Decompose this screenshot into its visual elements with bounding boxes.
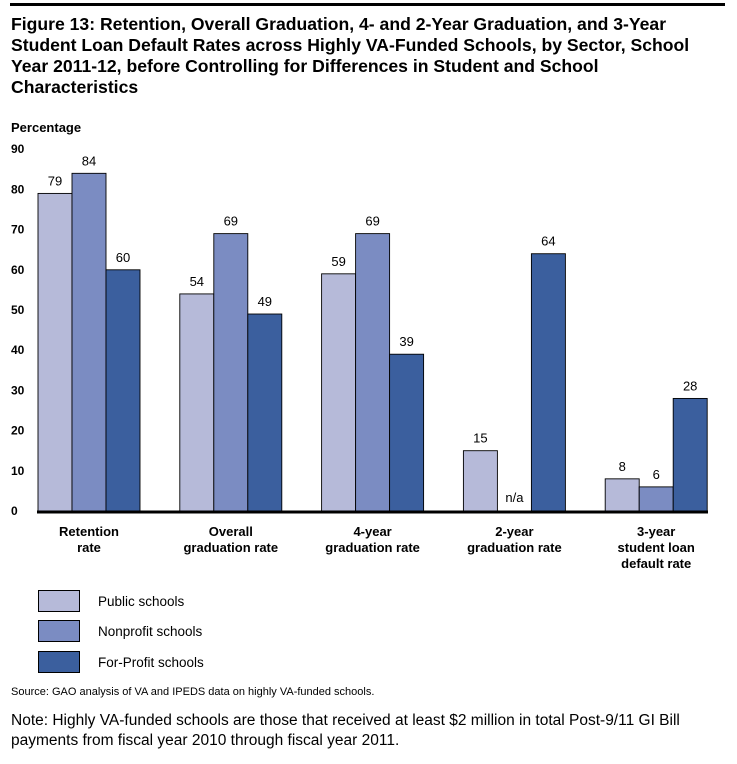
y-tick-label-10: 10: [11, 464, 25, 478]
bar-s2-c0: [105, 269, 141, 512]
legend-swatch-nonprofit: [38, 620, 80, 642]
bar-s2-c1: [247, 313, 283, 512]
y-tick-label-30: 30: [11, 383, 25, 397]
note-text: Note: Highly VA-funded schools are those…: [11, 712, 680, 749]
data-label-s2-c3: 64: [541, 234, 555, 249]
y-tick-label-60: 60: [11, 263, 25, 277]
x-label-c4-line0: 3-year: [637, 524, 675, 539]
y-tick-label-40: 40: [11, 343, 25, 357]
legend-label-public: Public schools: [98, 593, 185, 609]
legend-swatch-forprofit: [38, 651, 80, 673]
x-label-c1-line0: Overall: [209, 524, 253, 539]
x-label-c3-line1: graduation rate: [467, 540, 562, 555]
x-label-c4-line2: default rate: [621, 556, 691, 571]
data-label-s1-c4: 6: [653, 467, 660, 482]
data-label-s0-c0: 79: [48, 173, 62, 188]
x-label-c0-line1: rate: [77, 540, 101, 555]
bar-chart: Percentage 0 10 20 30 40 50 60 70 80 90 79 84 60 54 6…: [11, 120, 708, 571]
data-label-s2-c2: 39: [399, 334, 413, 349]
bar-s0-c3: [462, 450, 498, 512]
x-label-c4-line1: student loan: [618, 540, 695, 555]
y-axis-ticks: 0 10 20 30 40 50 60 70 80 90: [11, 142, 25, 518]
legend-label-nonprofit: Nonprofit schools: [98, 623, 203, 639]
data-label-s2-c1: 49: [258, 294, 272, 309]
x-label-c3-line0: 2-year: [495, 524, 533, 539]
bar-s0-c1: [179, 293, 215, 512]
data-label-s1-c1: 69: [224, 214, 238, 229]
data-label-s0-c2: 59: [331, 254, 345, 269]
bar-s2-c2: [389, 353, 425, 512]
bar-s1-c0: [71, 172, 107, 512]
data-label-s1-c0: 84: [82, 153, 96, 168]
bars: [37, 172, 708, 512]
y-axis-title: Percentage: [11, 120, 81, 135]
data-labels: 79 84 60 54 69 49 59 69 39 15 n/a 64 8 6 28: [48, 153, 698, 505]
y-tick-label-20: 20: [11, 424, 25, 438]
bar-s2-c3: [530, 253, 566, 512]
x-label-c2-line1: graduation rate: [325, 540, 420, 555]
legend-item-nonprofit: Nonprofit schools: [38, 620, 202, 642]
y-tick-label-90: 90: [11, 142, 25, 156]
data-label-s1-c3: n/a: [505, 490, 524, 505]
y-tick-label-0: 0: [11, 504, 18, 518]
bar-s1-c2: [355, 233, 391, 512]
data-label-s0-c3: 15: [473, 431, 487, 446]
y-tick-label-50: 50: [11, 303, 25, 317]
top-rule: [10, 3, 725, 6]
source-text: Source: GAO analysis of VA and IPEDS dat…: [11, 686, 375, 698]
y-tick-label-70: 70: [11, 223, 25, 237]
legend-label-forprofit: For-Profit schools: [98, 654, 204, 670]
bar-s1-c4: [638, 486, 674, 512]
data-label-s0-c1: 54: [190, 274, 204, 289]
data-label-s2-c0: 60: [116, 250, 130, 265]
figure-title: Figure 13: Retention, Overall Graduation…: [11, 14, 690, 97]
legend-swatch-public: [38, 590, 80, 612]
bar-s1-c1: [213, 233, 249, 512]
bar-s2-c4: [672, 397, 708, 512]
data-label-s0-c4: 8: [619, 459, 626, 474]
legend-item-public: Public schools: [38, 590, 184, 612]
bar-s0-c4: [604, 478, 640, 512]
bar-s0-c2: [321, 273, 357, 512]
x-label-c0-line0: Retention: [59, 524, 119, 539]
legend-item-forprofit: For-Profit schools: [38, 651, 204, 673]
data-label-s2-c4: 28: [683, 378, 697, 393]
x-label-c1-line1: graduation rate: [183, 540, 278, 555]
bar-s0-c0: [37, 192, 73, 512]
y-tick-label-80: 80: [11, 182, 25, 196]
data-label-s1-c2: 69: [365, 214, 379, 229]
x-label-c2-line0: 4-year: [353, 524, 391, 539]
